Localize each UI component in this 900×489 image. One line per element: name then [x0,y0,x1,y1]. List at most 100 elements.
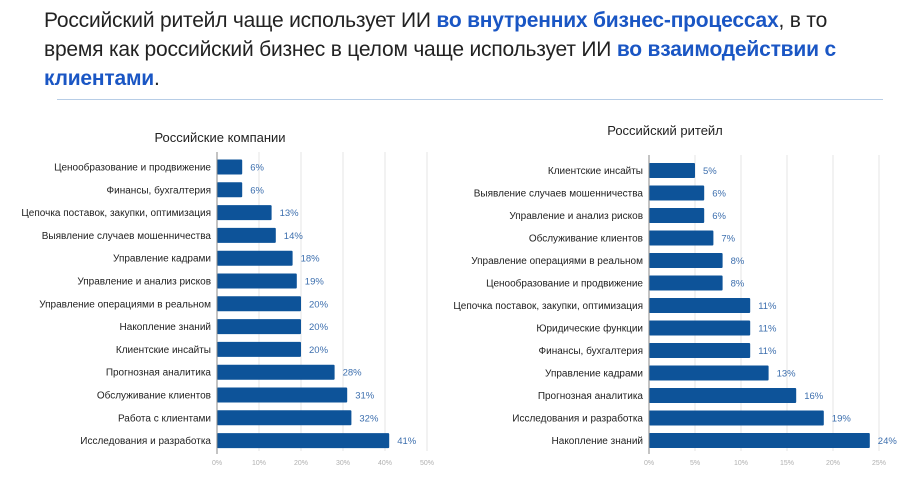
bar-retail-11 [649,410,824,426]
category-label-retail-2: Управление и анализ рисков [509,211,643,222]
category-label-retail-5: Ценообразование и продвижение [486,278,643,290]
category-label-retail-10: Прогнозная аналитика [538,391,644,402]
value-label-companies-3: 14% [284,231,304,242]
category-label-retail-1: Выявление случаев мошенничества [474,189,644,200]
category-label-companies-2: Цепочка поставок, закупки, оптимизация [21,208,211,219]
tick-label-retail-2: 10% [734,460,748,467]
category-label-companies-4: Управление кадрами [113,254,211,265]
headline-text-2: , в то время как российский бизнес в цел… [44,9,828,61]
value-label-companies-2: 13% [280,208,300,219]
category-label-companies-11: Работа с клиентами [118,412,211,424]
category-label-retail-4: Управление операциями в реальном [471,256,643,267]
bar-retail-3 [649,230,714,246]
value-label-companies-4: 18% [301,254,321,265]
chart-title-retail: Российский ритейл [607,123,723,138]
value-label-companies-10: 31% [355,391,375,402]
tick-label-companies-0: 0% [212,460,222,467]
bar-companies-11 [217,410,352,426]
tick-label-retail-5: 25% [872,460,886,467]
bar-retail-0 [649,163,695,178]
value-label-retail-5: 8% [731,279,745,290]
headline-text-3: . [154,67,160,90]
value-label-retail-4: 8% [731,256,745,267]
headline-highlight-1: во внутренних бизнес-процессах [436,9,779,32]
headline-highlight-2: во взаимодействии с клиентами [44,38,836,90]
bar-companies-5 [217,273,297,289]
value-label-retail-10: 16% [804,391,824,402]
value-label-companies-6: 20% [309,299,329,310]
value-label-companies-7: 20% [309,322,329,333]
value-label-companies-11: 32% [359,413,379,424]
value-label-companies-0: 6% [250,163,264,174]
tick-label-companies-5: 50% [420,460,434,467]
category-label-companies-9: Прогнозная аналитика [106,368,212,379]
bar-companies-12 [217,433,390,449]
tick-label-retail-3: 15% [780,460,794,467]
bar-retail-9 [649,365,769,381]
category-label-retail-8: Финансы, бухгалтерия [539,345,643,357]
bar-retail-5 [649,275,723,291]
tick-label-companies-3: 30% [336,460,350,467]
value-label-retail-0: 5% [703,166,717,177]
tick-label-companies-4: 40% [378,460,392,467]
category-label-companies-12: Исследования и разработка [80,435,211,447]
bar-retail-4 [649,253,723,268]
category-label-companies-1: Финансы, бухгалтерия [107,184,211,196]
headline-text-1: Российский ритейл чаще использует ИИ [44,9,437,32]
category-label-retail-0: Клиентские инсайты [548,166,643,177]
category-label-companies-10: Обслуживание клиентов [97,390,211,402]
bar-retail-2 [649,208,705,223]
value-label-companies-1: 6% [250,185,264,196]
category-label-retail-7: Юридические функции [536,323,643,335]
category-label-companies-5: Управление и анализ рисков [77,277,211,288]
divider [57,99,883,100]
chart-title-companies: Российские компании [154,130,286,145]
category-label-companies-6: Управление операциями в реальном [39,299,211,310]
value-label-retail-1: 6% [712,189,726,200]
category-label-retail-12: Накопление знаний [552,436,643,447]
bar-companies-8 [217,341,301,357]
value-label-retail-2: 6% [712,211,726,222]
category-label-companies-7: Накопление знаний [120,322,211,333]
value-label-retail-7: 11% [758,324,777,335]
category-label-retail-3: Обслуживание клиентов [529,233,643,245]
tick-label-retail-1: 5% [690,460,700,467]
bar-companies-3 [217,227,276,243]
value-label-retail-12: 24% [878,436,898,447]
tick-label-retail-4: 20% [826,460,840,467]
value-label-companies-12: 41% [397,436,417,447]
bar-retail-10 [649,388,797,403]
value-label-retail-9: 13% [777,369,797,380]
value-label-retail-11: 19% [832,414,852,425]
tick-label-retail-0: 0% [644,460,654,467]
tick-label-companies-1: 10% [252,460,266,467]
bar-companies-2 [217,205,272,221]
bar-companies-10 [217,387,348,403]
value-label-companies-8: 20% [309,345,329,356]
value-label-companies-5: 19% [305,277,325,288]
bar-retail-12 [649,433,870,448]
value-label-retail-8: 11% [758,346,777,357]
category-label-companies-0: Ценообразование и продвижение [54,162,211,174]
bar-retail-1 [649,185,705,201]
category-label-companies-3: Выявление случаев мошенничества [42,231,212,242]
bar-companies-4 [217,250,293,266]
bar-retail-7 [649,320,751,336]
bar-companies-7 [217,319,301,335]
bar-companies-0 [217,159,243,175]
value-label-retail-6: 11% [758,301,777,312]
category-label-retail-9: Управление кадрами [545,369,643,380]
tick-label-companies-2: 20% [294,460,308,467]
category-label-companies-8: Клиентские инсайты [116,345,211,356]
bar-companies-6 [217,296,301,312]
bar-companies-9 [217,364,335,380]
category-label-retail-6: Цепочка поставок, закупки, оптимизация [453,301,643,312]
bar-retail-6 [649,298,751,313]
headline: Российский ритейл чаще использует ИИ во … [44,6,884,93]
bar-retail-8 [649,343,751,358]
bar-companies-1 [217,182,243,198]
category-label-retail-11: Исследования и разработка [512,413,643,425]
value-label-companies-9: 28% [343,368,363,379]
value-label-retail-3: 7% [721,234,735,245]
